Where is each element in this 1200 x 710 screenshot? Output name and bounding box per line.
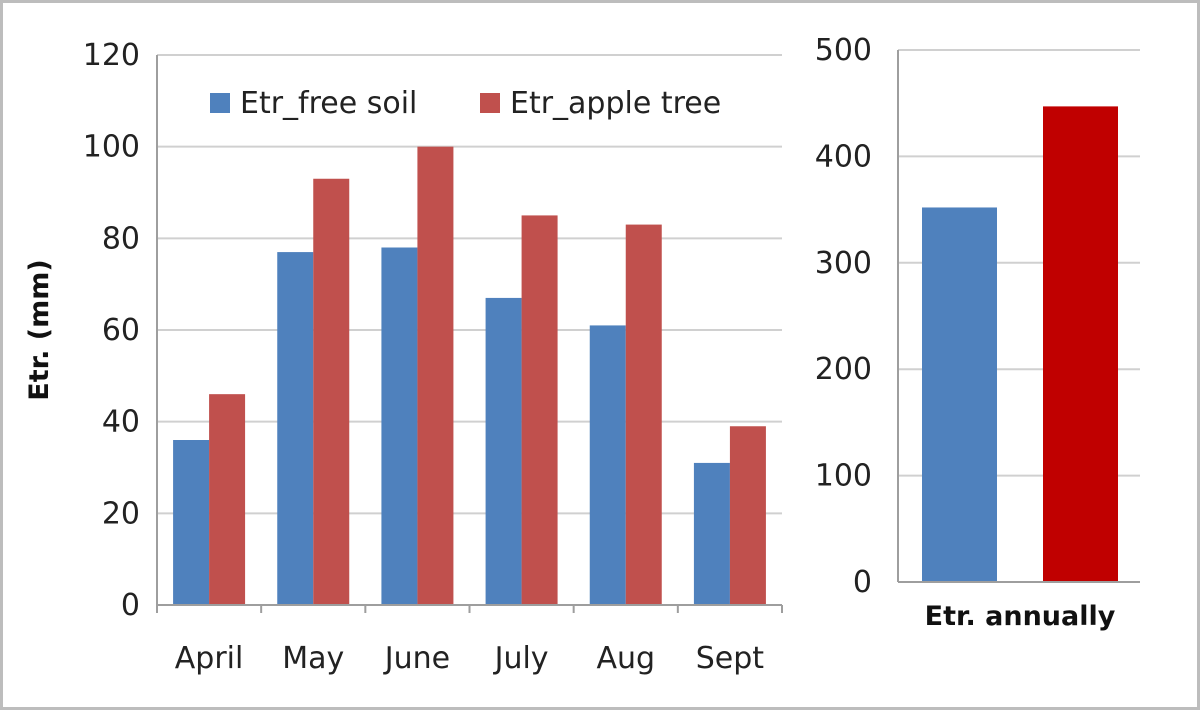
left-y-tick-label: 40	[102, 405, 140, 440]
right-y-tick-label: 200	[815, 352, 872, 387]
bar-apple-tree	[209, 394, 246, 605]
bar-apple-tree	[625, 224, 662, 606]
x-category-label: April	[175, 641, 244, 676]
left-y-tick-label: 20	[102, 496, 140, 531]
bar-free-soil	[589, 325, 626, 605]
legend-swatch	[210, 93, 230, 113]
right-y-tick-label: 500	[815, 33, 872, 68]
bar-apple-tree	[521, 215, 558, 605]
x-category-label: July	[493, 641, 549, 676]
annual-bar-free-soil	[922, 207, 997, 583]
left-y-tick-label: 100	[83, 130, 140, 165]
bar-free-soil	[381, 247, 418, 605]
right-y-tick-label: 0	[853, 565, 872, 600]
bar-apple-tree	[417, 146, 454, 605]
x-category-label: June	[383, 641, 450, 676]
bar-free-soil	[173, 440, 210, 605]
left-y-tick-label: 0	[121, 588, 140, 623]
legend-swatch	[480, 93, 500, 113]
bar-free-soil	[277, 252, 314, 606]
x-category-label: Aug	[596, 641, 655, 676]
bar-apple-tree	[729, 426, 766, 605]
right-y-tick-label: 400	[815, 139, 872, 174]
left-category-labels: April May June July Aug Sept	[175, 641, 765, 676]
right-x-axis-title: Etr. annually	[925, 601, 1116, 632]
annual-bar-apple-tree	[1043, 106, 1118, 582]
left-y-tick-label: 60	[102, 313, 140, 348]
bar-free-soil	[485, 297, 522, 605]
right-axis	[897, 50, 1140, 583]
legend-label: Etr_free soil	[240, 86, 417, 121]
left-bars	[173, 146, 766, 606]
right-y-tick-label: 100	[815, 459, 872, 494]
y-axis-title: Etr. (mm)	[24, 259, 55, 400]
legend: Etr_free soil Etr_apple tree	[210, 86, 721, 121]
bar-free-soil	[693, 462, 730, 605]
right-tick-labels: 0 100 200 300 400 500	[815, 33, 872, 600]
bar-apple-tree	[313, 178, 350, 605]
right-y-tick-label: 300	[815, 246, 872, 281]
left-y-tick-label: 120	[83, 38, 140, 73]
left-axis	[156, 55, 783, 613]
x-category-label: May	[282, 641, 344, 676]
left-tick-labels: 0 20 40 60 80 100 120	[83, 38, 140, 623]
left-gridlines	[157, 54, 782, 515]
legend-label: Etr_apple tree	[510, 86, 721, 121]
right-bars	[922, 106, 1118, 583]
x-category-label: Sept	[696, 641, 765, 676]
left-y-tick-label: 80	[102, 221, 140, 256]
